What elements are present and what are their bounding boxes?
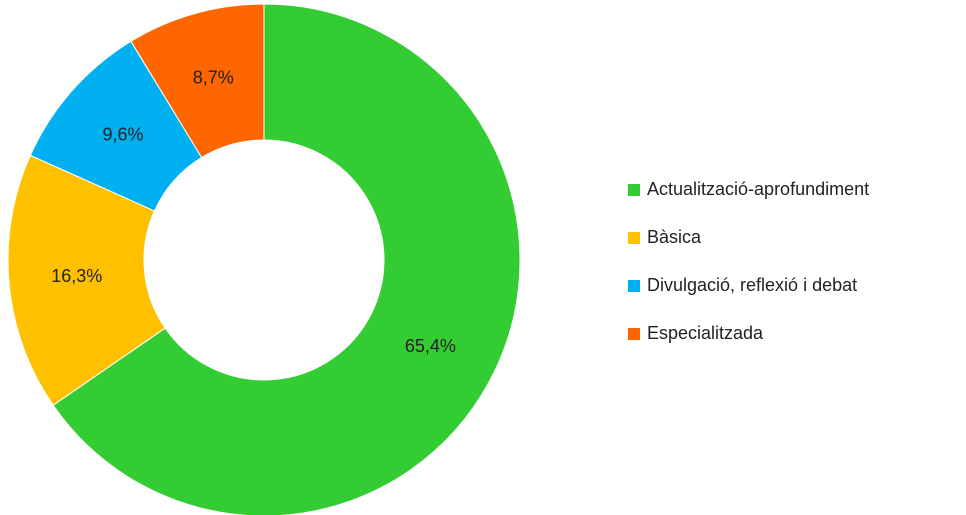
legend-swatch xyxy=(628,328,640,340)
legend-label: Divulgació, reflexió i debat xyxy=(647,275,857,295)
donut-slice xyxy=(130,3,265,159)
data-label: 16,3% xyxy=(51,266,102,286)
donut-slice xyxy=(7,154,166,406)
legend-swatch xyxy=(628,280,640,292)
legend-swatch xyxy=(628,184,640,196)
legend-label: Actualització-aprofundiment xyxy=(647,179,869,199)
data-label: 65,4% xyxy=(405,336,456,356)
data-label: 8,7% xyxy=(193,68,234,88)
data-label: 9,6% xyxy=(102,124,143,144)
legend-label: Bàsica xyxy=(647,227,702,247)
legend-label: Especialitzada xyxy=(647,323,764,343)
legend-swatch xyxy=(628,232,640,244)
donut-slice xyxy=(52,3,521,515)
